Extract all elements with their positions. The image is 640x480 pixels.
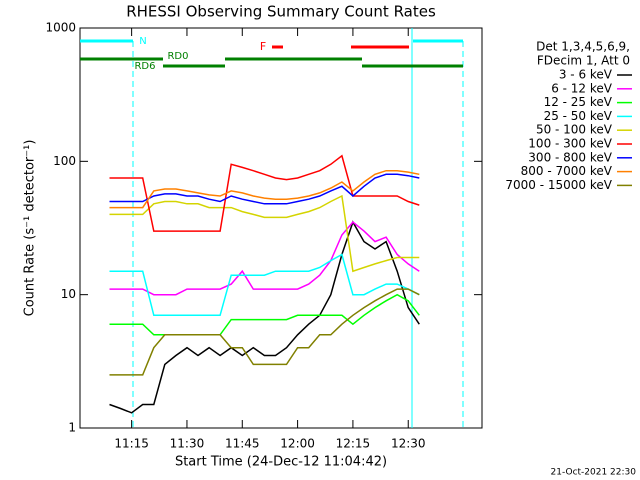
series-line [109, 253, 420, 317]
x-tick-label: 11:15 [114, 437, 149, 451]
series-line [109, 293, 420, 336]
annotation: RD0 [167, 51, 188, 62]
y-axis-label: Count Rate (s⁻¹ detector⁻¹) [23, 140, 38, 317]
x-axis-label: Start Time (24-Dec-12 11:04:42) [175, 455, 387, 470]
y-tick-label: 1 [68, 421, 76, 435]
legend-label: 12 - 25 keV [544, 95, 613, 109]
legend-header: FDecim 1, Att 0 [537, 54, 630, 68]
x-tick-label: 12:15 [336, 437, 371, 451]
state-bars [80, 28, 464, 428]
x-tick-label: 12:30 [391, 437, 426, 451]
legend-label: 100 - 300 keV [528, 137, 612, 151]
legend-label: 25 - 50 keV [544, 109, 613, 123]
legend-label: 50 - 100 keV [536, 123, 613, 137]
x-tick-label: 11:30 [170, 437, 205, 451]
annotation: F [260, 40, 266, 53]
series-line [109, 173, 420, 205]
y-tick-label: 1000 [45, 21, 76, 35]
annotation: N [139, 36, 146, 47]
series-line [109, 288, 420, 376]
y-tick-label: 100 [53, 154, 76, 168]
annotation: RD6 [134, 61, 155, 72]
series-line [109, 154, 420, 232]
series-line [109, 221, 420, 296]
x-tick-label: 12:00 [280, 437, 315, 451]
y-tick-label: 10 [61, 287, 76, 301]
legend-label: 3 - 6 keV [559, 68, 613, 82]
chart-title: RHESSI Observing Summary Count Rates [126, 3, 436, 21]
legend-header: Det 1,3,4,5,6,9, [536, 40, 630, 54]
series-line [109, 220, 420, 414]
legend-label: 300 - 800 keV [528, 150, 612, 164]
x-tick-label: 11:45 [225, 437, 260, 451]
legend-label: 800 - 7000 keV [521, 164, 613, 178]
footer: 21-Oct-2021 22:30 [551, 468, 637, 478]
series-line [109, 194, 420, 273]
legend-label: 6 - 12 keV [551, 81, 613, 95]
legend-label: 7000 - 15000 keV [505, 178, 612, 192]
series-line [109, 169, 420, 209]
plot-frame [79, 27, 483, 429]
